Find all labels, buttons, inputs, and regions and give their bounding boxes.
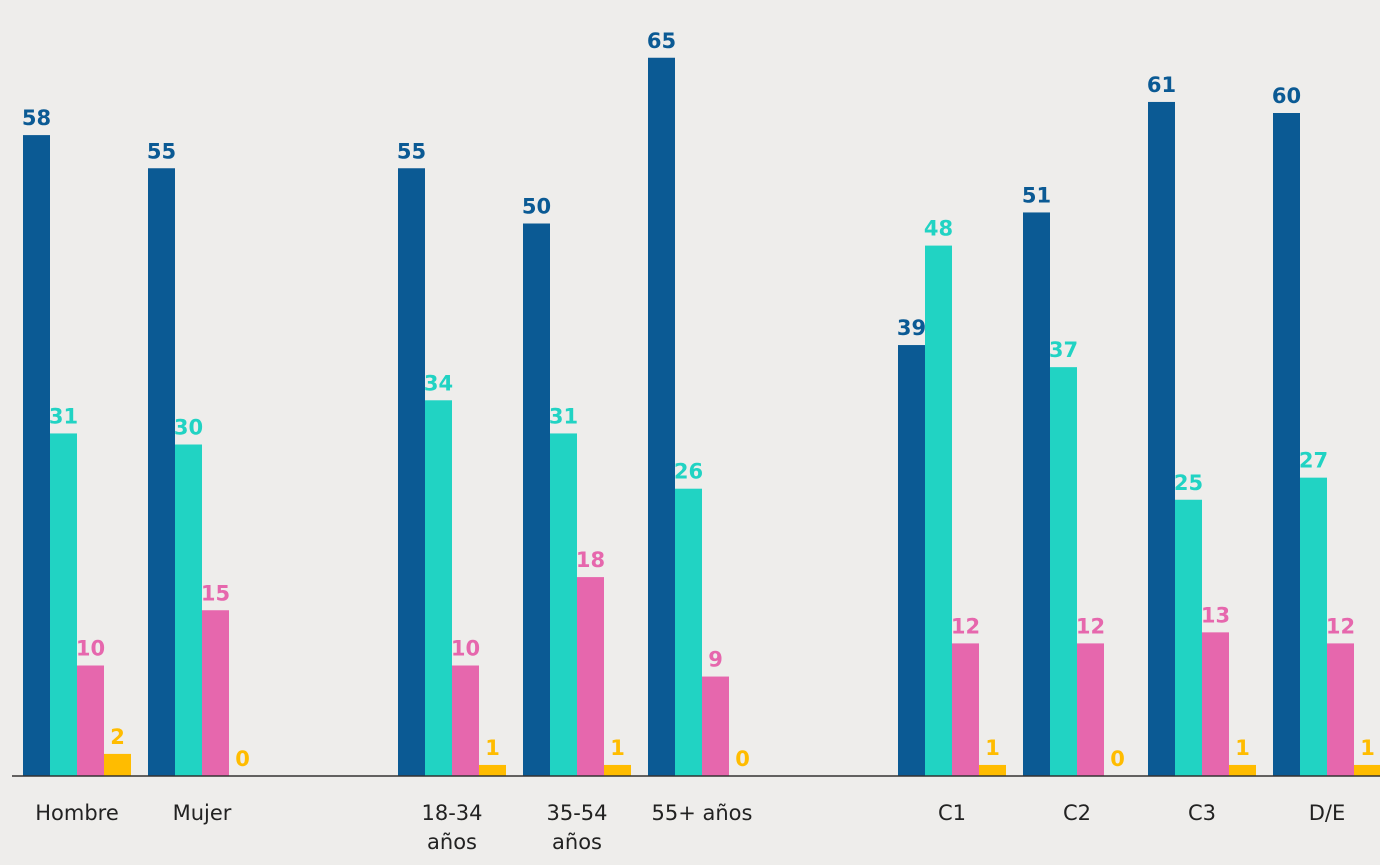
value-label-dark-blue-2: 55 bbox=[147, 139, 176, 163]
value-label-teal-2: 30 bbox=[174, 416, 203, 440]
category-label-9: D/E bbox=[1309, 801, 1346, 825]
category-label-8: C3 bbox=[1188, 801, 1216, 825]
category-label-line: Hombre bbox=[35, 801, 119, 825]
value-label-teal-3: 34 bbox=[424, 371, 453, 395]
value-label-teal-5: 26 bbox=[674, 460, 703, 484]
bar-teal-4 bbox=[550, 433, 577, 776]
bar-pink-6 bbox=[952, 643, 979, 776]
bar-dark-blue-6 bbox=[898, 345, 925, 776]
bar-teal-9 bbox=[1300, 477, 1327, 776]
category-label-3: 18-34 años bbox=[421, 801, 482, 854]
value-label-pink-1: 10 bbox=[76, 637, 105, 661]
value-labels-layer: 5831102553015055341015031181652690394812… bbox=[22, 29, 1375, 771]
value-label-dark-blue-1: 58 bbox=[22, 106, 51, 130]
bar-pink-7 bbox=[1077, 643, 1104, 776]
category-label-line: C2 bbox=[1063, 801, 1091, 825]
bar-teal-5 bbox=[675, 488, 702, 776]
category-label-line: años bbox=[552, 830, 602, 854]
category-label-line: Mujer bbox=[173, 801, 232, 825]
bar-teal-1 bbox=[50, 433, 77, 776]
category-label-line: años bbox=[427, 830, 477, 854]
bar-yellow-3 bbox=[479, 764, 506, 776]
bar-pink-5 bbox=[702, 676, 729, 776]
category-label-2: Mujer bbox=[173, 801, 232, 825]
category-labels-layer: Hombre Mujer 18-34 años 35-54 años 55+ años C1 C… bbox=[35, 801, 1345, 854]
bar-dark-blue-1 bbox=[23, 135, 50, 777]
value-label-yellow-7: 0 bbox=[1110, 747, 1125, 771]
bar-dark-blue-8 bbox=[1148, 101, 1175, 776]
bar-dark-blue-3 bbox=[398, 168, 425, 776]
value-label-yellow-2: 0 bbox=[235, 747, 250, 771]
value-label-dark-blue-9: 60 bbox=[1272, 84, 1301, 108]
bar-dark-blue-9 bbox=[1273, 113, 1300, 776]
bar-dark-blue-7 bbox=[1023, 212, 1050, 776]
value-label-teal-4: 31 bbox=[549, 404, 578, 428]
value-label-yellow-5: 0 bbox=[735, 747, 750, 771]
value-label-dark-blue-7: 51 bbox=[1022, 183, 1051, 207]
bar-yellow-1 bbox=[104, 753, 131, 776]
category-label-line: D/E bbox=[1309, 801, 1346, 825]
bar-dark-blue-4 bbox=[523, 223, 550, 776]
value-label-pink-7: 12 bbox=[1076, 614, 1105, 638]
category-label-6: C1 bbox=[938, 801, 966, 825]
category-label-1: Hombre bbox=[35, 801, 119, 825]
bar-yellow-8 bbox=[1229, 764, 1256, 776]
category-label-line: 55+ años bbox=[652, 801, 753, 825]
bar-pink-3 bbox=[452, 665, 479, 776]
value-label-teal-8: 25 bbox=[1174, 471, 1203, 495]
value-label-yellow-1: 2 bbox=[110, 725, 125, 749]
category-label-line: 18-34 bbox=[421, 801, 482, 825]
value-label-pink-2: 15 bbox=[201, 581, 230, 605]
bar-yellow-6 bbox=[979, 764, 1006, 776]
category-label-7: C2 bbox=[1063, 801, 1091, 825]
bar-pink-4 bbox=[577, 577, 604, 776]
bar-yellow-4 bbox=[604, 764, 631, 776]
bar-dark-blue-2 bbox=[148, 168, 175, 776]
value-label-pink-4: 18 bbox=[576, 548, 605, 572]
bar-dark-blue-5 bbox=[648, 57, 675, 776]
value-label-dark-blue-6: 39 bbox=[897, 316, 926, 340]
bar-pink-2 bbox=[202, 610, 229, 776]
value-label-dark-blue-4: 50 bbox=[522, 195, 551, 219]
bar-pink-9 bbox=[1327, 643, 1354, 776]
bar-pink-1 bbox=[77, 665, 104, 776]
value-label-yellow-3: 1 bbox=[485, 736, 500, 760]
value-label-yellow-4: 1 bbox=[610, 736, 625, 760]
value-label-yellow-6: 1 bbox=[985, 736, 1000, 760]
category-label-line: 35-54 bbox=[546, 801, 607, 825]
category-label-4: 35-54 años bbox=[546, 801, 607, 854]
bar-teal-8 bbox=[1175, 499, 1202, 776]
category-label-line: C1 bbox=[938, 801, 966, 825]
value-label-pink-8: 13 bbox=[1201, 603, 1230, 627]
value-label-teal-1: 31 bbox=[49, 404, 78, 428]
value-label-yellow-9: 1 bbox=[1360, 736, 1375, 760]
bar-teal-6 bbox=[925, 245, 952, 777]
category-label-line: C3 bbox=[1188, 801, 1216, 825]
value-label-teal-7: 37 bbox=[1049, 338, 1078, 362]
value-label-dark-blue-3: 55 bbox=[397, 139, 426, 163]
value-label-dark-blue-5: 65 bbox=[647, 29, 676, 53]
value-label-yellow-8: 1 bbox=[1235, 736, 1250, 760]
value-label-pink-5: 9 bbox=[708, 648, 723, 672]
bar-teal-2 bbox=[175, 444, 202, 776]
value-label-teal-6: 48 bbox=[924, 217, 953, 241]
bars-layer bbox=[23, 57, 1380, 777]
value-label-dark-blue-8: 61 bbox=[1147, 73, 1176, 97]
value-label-teal-9: 27 bbox=[1299, 449, 1328, 473]
value-label-pink-3: 10 bbox=[451, 637, 480, 661]
category-label-5: 55+ años bbox=[652, 801, 753, 825]
bar-pink-8 bbox=[1202, 632, 1229, 776]
bar-teal-7 bbox=[1050, 367, 1077, 776]
value-label-pink-6: 12 bbox=[951, 614, 980, 638]
value-label-pink-9: 12 bbox=[1326, 614, 1355, 638]
bar-teal-3 bbox=[425, 400, 452, 776]
bar-yellow-9 bbox=[1354, 764, 1380, 776]
